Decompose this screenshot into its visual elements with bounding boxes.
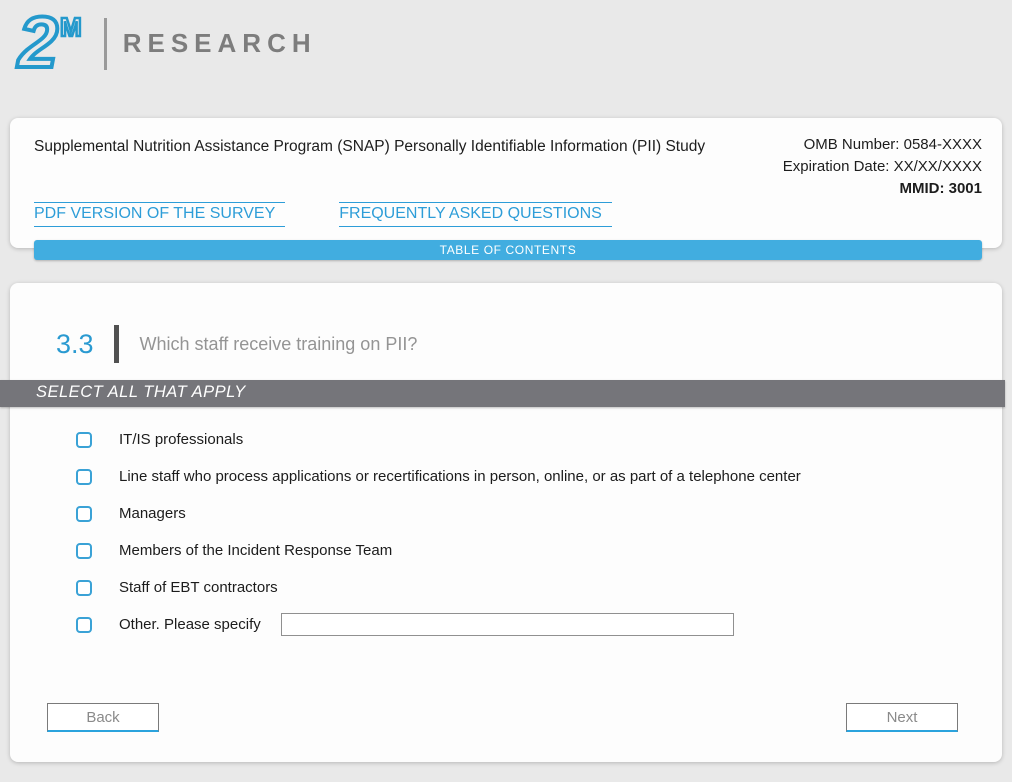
question-divider bbox=[113, 325, 119, 363]
faq-link[interactable]: FREQUENTLY ASKED QUESTIONS bbox=[339, 202, 612, 227]
mmid: MMID: 3001 bbox=[899, 180, 982, 197]
checkbox-other[interactable] bbox=[76, 616, 92, 633]
option-row: Line staff who process applications or r… bbox=[76, 458, 1002, 495]
pdf-version-link[interactable]: PDF VERSION OF THE SURVEY bbox=[34, 202, 286, 227]
expiration-date: Expiration Date: XX/XX/XXXX bbox=[782, 158, 982, 175]
option-label: Members of the Incident Response Team bbox=[119, 542, 393, 559]
logo-numeral: 2 bbox=[16, 3, 60, 83]
table-of-contents-button[interactable]: TABLE OF CONTENTS bbox=[34, 240, 982, 260]
other-specify-input[interactable] bbox=[280, 613, 734, 636]
logo-superscript-m: M bbox=[59, 12, 83, 42]
instruction-bar: SELECT ALL THAT APPLY bbox=[0, 380, 1005, 407]
checkbox-managers[interactable] bbox=[76, 505, 92, 522]
option-row: Other. Please specify bbox=[76, 606, 1002, 643]
logo-divider bbox=[103, 18, 107, 70]
survey-title: Supplemental Nutrition Assistance Progra… bbox=[34, 138, 706, 155]
option-row: Members of the Incident Response Team bbox=[76, 532, 1002, 569]
back-button[interactable]: Back bbox=[47, 703, 159, 732]
option-label: Staff of EBT contractors bbox=[119, 579, 278, 596]
checkbox-incident-response-team[interactable] bbox=[76, 542, 92, 559]
option-row: Managers bbox=[76, 495, 1002, 532]
option-label: Other. Please specify bbox=[119, 616, 261, 633]
option-label: Managers bbox=[119, 505, 186, 522]
logo: 2 M RESEARCH bbox=[0, 0, 1012, 118]
option-label: IT/IS professionals bbox=[119, 431, 244, 448]
question-card: 3.3 Which staff receive training on PII?… bbox=[0, 283, 1005, 762]
option-row: IT/IS professionals bbox=[76, 421, 1002, 458]
omb-info-block: OMB Number: 0584-XXXX Expiration Date: X… bbox=[783, 134, 982, 200]
checkbox-line-staff[interactable] bbox=[76, 468, 92, 485]
logo-wordmark: RESEARCH bbox=[122, 28, 317, 58]
question-text: Which staff receive training on PII? bbox=[139, 333, 418, 354]
option-label: Line staff who process applications or r… bbox=[119, 468, 801, 485]
checkbox-it-is-professionals[interactable] bbox=[76, 431, 92, 448]
next-button[interactable]: Next bbox=[846, 703, 958, 732]
options-list: IT/IS professionals Line staff who proce… bbox=[10, 407, 1002, 643]
header-links: PDF VERSION OF THE SURVEY FREQUENTLY ASK… bbox=[34, 202, 982, 227]
logo-2m-icon: 2 M bbox=[16, 3, 83, 83]
question-number: 3.3 bbox=[56, 328, 94, 359]
omb-number: OMB Number: 0584-XXXX bbox=[803, 136, 982, 153]
checkbox-ebt-contractors[interactable] bbox=[76, 579, 92, 596]
option-row: Staff of EBT contractors bbox=[76, 569, 1002, 606]
survey-header-card: Supplemental Nutrition Assistance Progra… bbox=[10, 118, 1002, 260]
